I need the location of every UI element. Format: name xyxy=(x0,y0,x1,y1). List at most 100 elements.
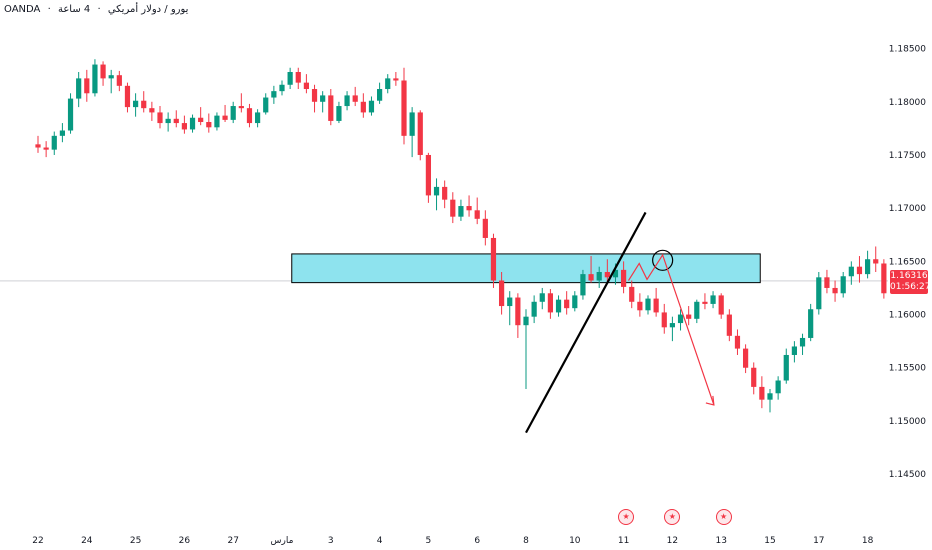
candle-body xyxy=(263,97,269,113)
candle xyxy=(580,269,586,300)
candle xyxy=(124,82,131,113)
us-flag-icon[interactable]: ★ xyxy=(715,509,732,525)
time-axis-bg xyxy=(0,528,888,550)
candle xyxy=(84,69,90,102)
candle-body xyxy=(206,122,212,128)
header-sep: · xyxy=(97,4,101,15)
x-tick-label: 5 xyxy=(426,536,432,546)
candle-body xyxy=(344,95,350,107)
candle xyxy=(271,85,277,104)
candle-body xyxy=(702,301,708,304)
candle-body xyxy=(791,346,798,355)
candle xyxy=(263,93,269,115)
candle xyxy=(393,72,399,86)
candle-body xyxy=(442,186,448,200)
candle-body xyxy=(401,80,407,136)
current-price-tag: 1.16316 01:56:27 xyxy=(890,269,930,294)
candle-body xyxy=(59,130,66,136)
candle xyxy=(116,70,122,92)
candle-body xyxy=(669,323,676,328)
candle-body xyxy=(254,112,261,124)
candle-body xyxy=(555,299,562,313)
candle xyxy=(295,67,301,90)
candle xyxy=(734,329,741,355)
candle xyxy=(694,299,700,324)
candle-body xyxy=(132,100,139,108)
candle-body xyxy=(726,314,732,336)
candle-body xyxy=(409,112,415,136)
us-flag-icon[interactable]: ★ xyxy=(664,509,681,525)
candle-body xyxy=(198,117,204,122)
candle xyxy=(564,291,570,315)
y-tick-label: 1.16000 xyxy=(889,311,926,321)
interval-label[interactable]: 4 ساعة xyxy=(57,4,91,15)
symbol-name[interactable]: يورو / دولار أمريكي xyxy=(107,4,189,15)
x-tick-label: 17 xyxy=(813,536,824,546)
candle-body xyxy=(67,98,74,131)
candle-body xyxy=(775,380,781,394)
candle xyxy=(840,272,846,298)
candle xyxy=(759,376,765,409)
candle xyxy=(751,362,757,395)
candle xyxy=(108,69,114,94)
candle-body xyxy=(588,274,594,281)
candle-body xyxy=(35,144,41,148)
candle-body xyxy=(108,75,114,79)
y-tick-label: 1.17500 xyxy=(889,151,926,161)
candle-body xyxy=(157,112,163,124)
y-tick-label: 1.18500 xyxy=(889,45,926,55)
drawings xyxy=(525,211,715,434)
current-price-value: 1.16316 xyxy=(890,270,928,281)
candle xyxy=(677,309,684,331)
candle-body xyxy=(287,72,293,85)
candle-body xyxy=(507,297,513,307)
x-tick-label: 18 xyxy=(862,536,874,546)
x-tick-label: 27 xyxy=(227,536,238,546)
y-tick-label: 1.17000 xyxy=(889,204,926,214)
candle xyxy=(816,272,822,315)
candle xyxy=(368,96,375,116)
us-flag-icon[interactable]: ★ xyxy=(618,509,635,525)
candle-body xyxy=(856,266,863,275)
candle-body xyxy=(653,298,659,313)
candle xyxy=(173,110,179,128)
projection-path xyxy=(627,253,715,406)
candle xyxy=(149,101,155,121)
candle-body xyxy=(51,135,57,150)
candle-body xyxy=(612,269,619,278)
candle xyxy=(141,91,147,113)
candle xyxy=(799,333,806,355)
candle xyxy=(59,123,66,143)
candle-body xyxy=(141,100,147,109)
candle xyxy=(742,344,749,374)
candle xyxy=(344,91,350,111)
symbol-source[interactable]: OANDA xyxy=(4,4,41,15)
candle xyxy=(531,295,537,324)
candle xyxy=(686,306,692,326)
candle-body xyxy=(76,78,82,99)
candle xyxy=(629,280,635,309)
candle-body xyxy=(564,299,570,309)
candle xyxy=(490,233,497,288)
x-tick-label: 25 xyxy=(130,536,141,546)
candle-body xyxy=(751,367,757,387)
candle xyxy=(336,101,342,124)
candle xyxy=(206,113,212,133)
candle xyxy=(547,289,554,319)
candle xyxy=(710,291,716,309)
candle xyxy=(620,261,627,294)
time-axis[interactable]: 22 24 25 26 27 مارس 3 4 5 6 8 10 11 12 13 15 17 18 xyxy=(0,528,888,550)
x-tick-label: 24 xyxy=(81,536,93,546)
candle xyxy=(856,256,863,283)
x-tick-label: 11 xyxy=(618,536,629,546)
x-tick-label: 3 xyxy=(328,536,334,546)
candle-body xyxy=(767,393,773,400)
candle-body xyxy=(596,272,602,281)
candle-body xyxy=(222,115,228,120)
candle xyxy=(832,280,838,302)
candle xyxy=(92,59,98,97)
candle xyxy=(287,67,293,90)
candle-body xyxy=(433,186,440,196)
candle-body xyxy=(490,237,497,281)
